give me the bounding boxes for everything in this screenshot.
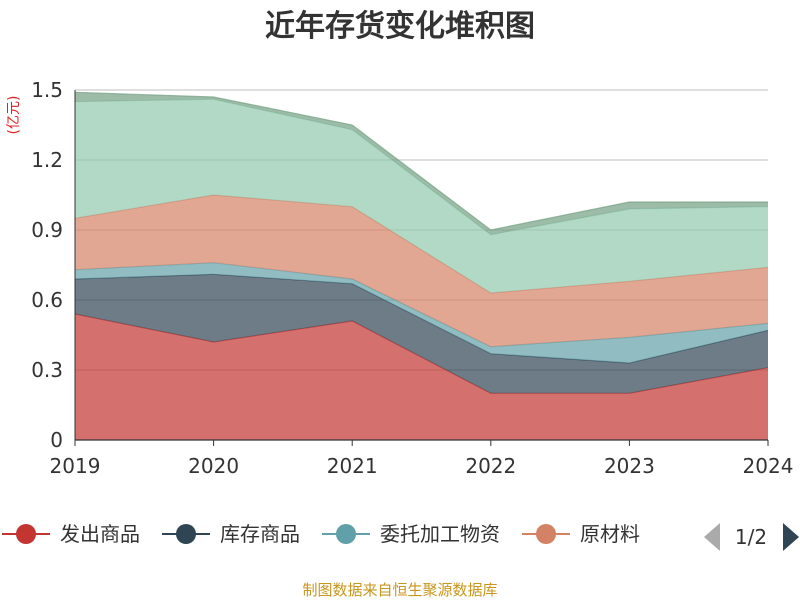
x-tick-label: 2020 (188, 454, 239, 478)
area-fill (75, 314, 768, 440)
legend-marker (176, 524, 196, 544)
legend-marker (536, 524, 556, 544)
chart-title: 近年存货变化堆积图 (265, 9, 535, 44)
legend-label: 委托加工物资 (380, 522, 500, 546)
legend-label: 原材料 (580, 522, 640, 546)
y-tick-label: 1.2 (31, 148, 63, 172)
legend-label: 库存商品 (220, 522, 300, 546)
legend-label: 发出商品 (60, 522, 140, 546)
legend-page-indicator: 1/2 (735, 525, 767, 549)
x-tick-label: 2024 (743, 454, 794, 478)
area-fill (75, 99, 768, 293)
legend-item[interactable]: 委托加工物资 (322, 522, 500, 546)
y-tick-label: 0.3 (31, 358, 63, 382)
x-tick-label: 2022 (465, 454, 516, 478)
source-note: 制图数据来自恒生聚源数据库 (302, 581, 497, 599)
area-fill (75, 274, 768, 394)
y-tick-label: 0 (50, 428, 63, 452)
legend: 发出商品 库存商品 委托加工物资 原材料 (2, 522, 640, 546)
legend-item[interactable]: 原材料 (522, 522, 640, 546)
y-tick-label: 1.5 (31, 78, 63, 102)
x-tick-label: 2023 (604, 454, 655, 478)
x-tick-label: 2019 (50, 454, 101, 478)
legend-marker (336, 524, 356, 544)
y-tick-label: 0.6 (31, 288, 63, 312)
plot-areas (74, 91, 769, 440)
series-area-5 (74, 91, 768, 235)
axes: 0 0.3 0.6 0.9 1.2 1.5 2019 2020 2021 2022 2023 2024 (31, 78, 793, 478)
legend-marker (16, 524, 36, 544)
legend-next-icon[interactable] (783, 523, 799, 551)
y-tick-label: 0.9 (31, 218, 63, 242)
legend-pager: 1/2 (704, 523, 799, 551)
legend-item[interactable]: 库存商品 (162, 522, 300, 546)
x-tick-label: 2021 (327, 454, 378, 478)
area-fill (75, 195, 768, 347)
area-top-line (74, 91, 768, 231)
legend-prev-icon[interactable] (704, 523, 720, 551)
y-axis-unit: (亿元) (6, 96, 22, 135)
legend-item[interactable]: 发出商品 (2, 522, 140, 546)
